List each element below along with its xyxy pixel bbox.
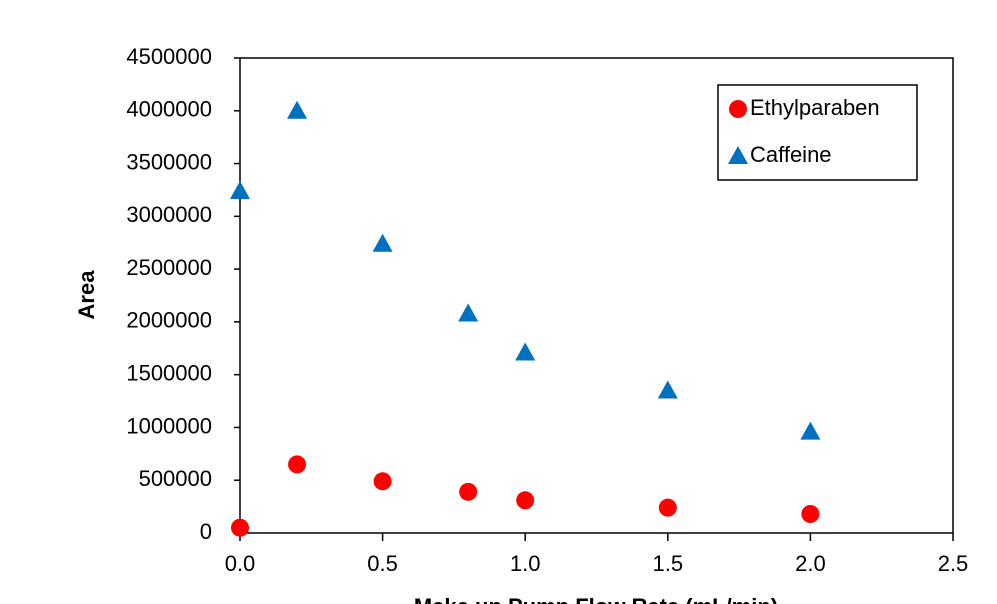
y-tick-label: 500000: [139, 466, 212, 491]
triangle-marker: [287, 100, 308, 119]
y-tick-label: 2500000: [126, 255, 212, 280]
circle-marker: [288, 455, 307, 474]
y-tick-label: 0: [200, 519, 212, 544]
plot-frame: [239, 57, 954, 534]
x-tick-label: 1.5: [653, 551, 684, 576]
circle-marker: [459, 482, 478, 501]
x-tick-label: 2.0: [795, 551, 826, 576]
legend-label: Caffeine: [750, 142, 832, 167]
circle-marker: [373, 472, 392, 491]
circle-marker: [516, 491, 535, 510]
circle-marker: [801, 505, 820, 523]
triangle-marker: [657, 380, 678, 399]
triangle-marker: [800, 421, 821, 440]
y-tick-label: 4500000: [126, 44, 212, 69]
triangle-marker: [372, 233, 393, 252]
legend-label: Ethylparaben: [750, 95, 880, 120]
circle-marker: [658, 498, 677, 517]
triangle-marker: [458, 303, 479, 322]
y-tick-label: 3500000: [126, 149, 212, 174]
x-tick-label: 0.0: [225, 551, 256, 576]
circle-marker: [729, 100, 747, 118]
y-tick-label: 4000000: [126, 97, 212, 122]
x-tick-label: 1.0: [510, 551, 541, 576]
triangle-marker: [230, 181, 250, 199]
y-tick-label: 3000000: [126, 202, 212, 227]
y-tick-label: 1000000: [126, 413, 212, 438]
y-tick-label: 2000000: [126, 308, 212, 333]
x-tick-label: 2.5: [938, 551, 969, 576]
triangle-marker: [728, 146, 748, 164]
legend-box: [717, 84, 918, 181]
x-axis-label: Make up Pump Flow Rate (mL/min): [414, 594, 778, 604]
x-tick-label: 0.5: [367, 551, 398, 576]
y-axis-label: Area: [74, 270, 99, 320]
triangle-marker: [515, 342, 536, 361]
y-tick-label: 1500000: [126, 360, 212, 385]
circle-marker: [231, 518, 249, 537]
